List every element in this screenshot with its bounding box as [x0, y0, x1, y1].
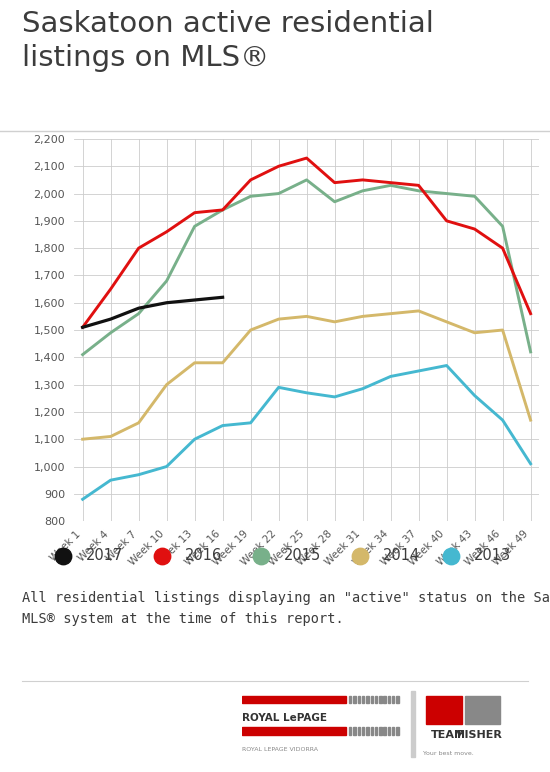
Bar: [397, 696, 399, 703]
Bar: [388, 727, 390, 735]
Bar: [366, 727, 368, 735]
Text: ROYAL LEPAGE VIDORRA: ROYAL LEPAGE VIDORRA: [242, 747, 318, 752]
Bar: [392, 696, 394, 703]
Bar: [353, 727, 356, 735]
Bar: [388, 696, 390, 703]
Bar: [383, 696, 386, 703]
Bar: [375, 727, 377, 735]
Bar: [465, 696, 500, 724]
Bar: [242, 696, 346, 703]
Bar: [242, 727, 346, 735]
Bar: [353, 696, 356, 703]
Bar: [371, 696, 373, 703]
Bar: [358, 696, 360, 703]
Bar: [379, 727, 382, 735]
Text: Your best move.: Your best move.: [423, 750, 474, 756]
Text: 2015: 2015: [284, 548, 322, 564]
Bar: [362, 696, 364, 703]
Bar: [371, 727, 373, 735]
Text: All residential listings displaying an "active" status on the Saskatoon
MLS® sys: All residential listings displaying an "…: [22, 591, 550, 626]
Bar: [411, 691, 415, 757]
Bar: [426, 696, 462, 724]
Bar: [383, 727, 386, 735]
Bar: [366, 696, 368, 703]
Bar: [375, 696, 377, 703]
Bar: [349, 696, 351, 703]
Text: FISHER: FISHER: [458, 730, 502, 740]
Bar: [358, 727, 360, 735]
Text: 2013: 2013: [474, 548, 511, 564]
Text: ROYAL LePAGE: ROYAL LePAGE: [242, 713, 327, 723]
Text: 2016: 2016: [185, 548, 223, 564]
Text: 2014: 2014: [383, 548, 421, 564]
Bar: [349, 727, 351, 735]
Text: TEAM: TEAM: [431, 730, 466, 740]
Bar: [362, 727, 364, 735]
Text: 2017: 2017: [86, 548, 124, 564]
Text: Saskatoon active residential
listings on MLS®: Saskatoon active residential listings on…: [22, 10, 434, 72]
Bar: [392, 727, 394, 735]
Bar: [397, 727, 399, 735]
Bar: [379, 696, 382, 703]
